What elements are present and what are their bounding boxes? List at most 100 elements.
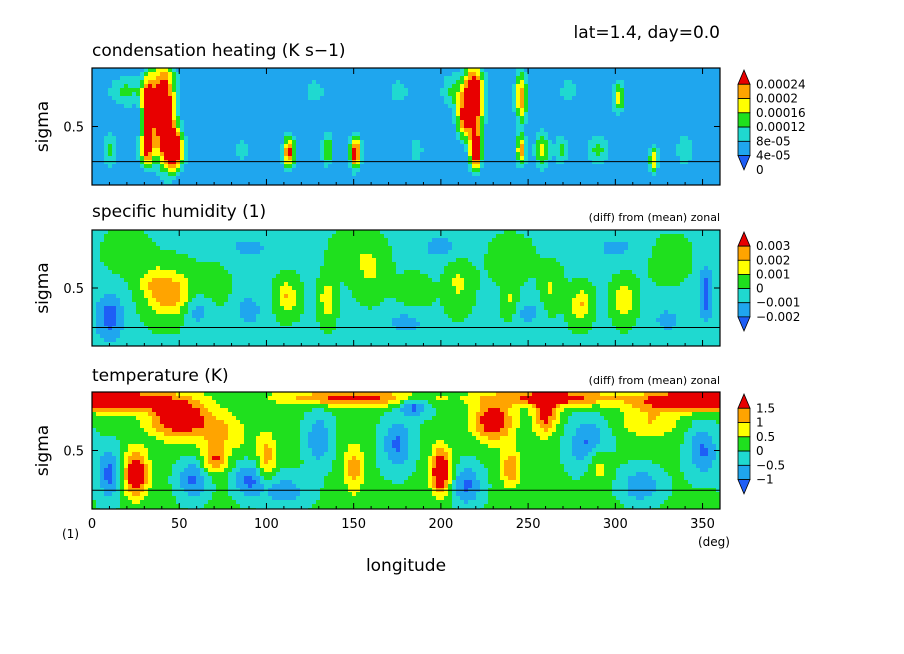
heat-cell (556, 88, 561, 93)
heat-cell (452, 108, 457, 113)
heat-cell (280, 164, 285, 169)
heat-cell (460, 168, 465, 173)
heat-cell (116, 132, 121, 137)
heat-cell (128, 120, 133, 125)
heat-cell (152, 96, 157, 101)
heat-cell (540, 68, 545, 73)
heat-cell (96, 164, 101, 169)
heat-cell (248, 164, 253, 169)
heat-cell (160, 164, 165, 169)
heat-cell (344, 92, 349, 97)
heat-cell (96, 112, 101, 117)
heat-cell (276, 120, 281, 125)
heat-cell (492, 84, 497, 89)
heat-cell (632, 80, 637, 85)
heat-cell (92, 144, 97, 149)
heat-cell (380, 96, 385, 101)
heat-cell (636, 88, 641, 93)
heat-cell (180, 176, 185, 181)
heat-cell (260, 72, 265, 77)
heat-cell (564, 140, 569, 145)
heat-cell (632, 72, 637, 77)
heat-cell (128, 116, 133, 121)
heat-cell (148, 156, 153, 161)
heat-cell (200, 140, 205, 145)
heat-cell (236, 108, 241, 113)
heat-cell (472, 96, 477, 101)
heat-cell (176, 112, 181, 117)
heat-cell (652, 68, 657, 73)
heat-cell (460, 124, 465, 129)
heat-cell (116, 176, 121, 181)
heat-cell (204, 160, 209, 165)
heat-cell (468, 136, 473, 141)
heat-cell (704, 124, 709, 129)
heat-cell (600, 164, 605, 169)
heat-cell (188, 164, 193, 169)
heat-cell (312, 172, 317, 177)
heat-cell (152, 180, 157, 185)
heat-cell (104, 168, 109, 173)
heat-cell (552, 120, 557, 125)
heat-cell (460, 172, 465, 177)
heat-cell (204, 108, 209, 113)
heat-cell (484, 120, 489, 125)
heat-cell (592, 176, 597, 181)
heat-cell (124, 144, 129, 149)
heat-cell (460, 92, 465, 97)
heat-cell (164, 156, 169, 161)
heat-cell (560, 80, 565, 85)
heat-cell (488, 136, 493, 141)
heat-cell (664, 132, 669, 137)
heat-cell (392, 84, 397, 89)
heat-cell (224, 68, 229, 73)
heat-cell (688, 76, 693, 81)
heat-cell (608, 152, 613, 157)
heat-cell (520, 72, 525, 77)
heat-cell (112, 152, 117, 157)
heat-cell (448, 132, 453, 137)
heat-cell (192, 120, 197, 125)
heat-cell (328, 168, 333, 173)
heat-cell (716, 88, 721, 93)
heat-cell (532, 168, 537, 173)
heat-cell (376, 112, 381, 117)
heat-cell (404, 120, 409, 125)
heat-cell (196, 108, 201, 113)
heat-cell (112, 262, 117, 267)
heat-cell (708, 148, 713, 153)
heat-cell (420, 172, 425, 177)
heat-cell (468, 116, 473, 121)
heat-cell (604, 108, 609, 113)
heat-cell (156, 84, 161, 89)
heat-cell (272, 96, 277, 101)
heat-cell (496, 152, 501, 157)
heat-cell (648, 68, 653, 73)
heat-cell (444, 120, 449, 125)
heat-cell (324, 104, 329, 109)
heat-cell (256, 164, 261, 169)
heat-cell (572, 180, 577, 185)
heat-cell (268, 128, 273, 133)
heat-cell (220, 72, 225, 77)
heat-cell (564, 160, 569, 165)
heat-cell (300, 172, 305, 177)
heat-cell (652, 148, 657, 153)
heat-cell (396, 96, 401, 101)
heat-cell (620, 88, 625, 93)
heat-cell (256, 116, 261, 121)
heat-cell (492, 120, 497, 125)
heat-cell (316, 180, 321, 185)
heat-cell (704, 112, 709, 117)
heat-cell (216, 176, 221, 181)
heat-cell (560, 76, 565, 81)
heat-cell (284, 84, 289, 89)
heat-cell (476, 160, 481, 165)
heat-cell (444, 108, 449, 113)
heat-cell (452, 144, 457, 149)
heat-cell (288, 180, 293, 185)
heat-cell (696, 124, 701, 129)
heat-cell (224, 88, 229, 93)
heat-cell (176, 124, 181, 129)
heat-cell (188, 80, 193, 85)
